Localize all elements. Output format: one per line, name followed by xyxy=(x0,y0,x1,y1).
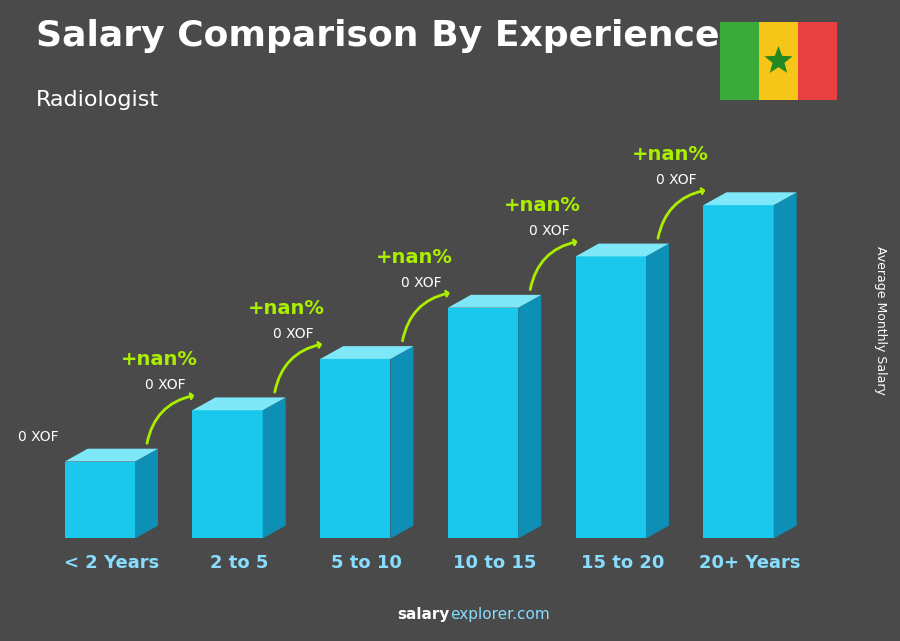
Text: +nan%: +nan% xyxy=(632,145,708,164)
Text: 20+ Years: 20+ Years xyxy=(699,554,801,572)
Text: Salary Comparison By Experience: Salary Comparison By Experience xyxy=(36,19,719,53)
Text: 0 XOF: 0 XOF xyxy=(528,224,570,238)
Text: 0 XOF: 0 XOF xyxy=(18,429,58,444)
Text: explorer.com: explorer.com xyxy=(450,607,550,622)
Polygon shape xyxy=(646,244,669,538)
FancyBboxPatch shape xyxy=(715,17,842,105)
Text: 0 XOF: 0 XOF xyxy=(401,276,442,290)
Polygon shape xyxy=(759,22,798,100)
Polygon shape xyxy=(320,346,413,359)
Polygon shape xyxy=(576,256,646,538)
Text: 5 to 10: 5 to 10 xyxy=(331,554,402,572)
Text: +nan%: +nan% xyxy=(121,350,197,369)
Polygon shape xyxy=(764,46,793,73)
Text: +nan%: +nan% xyxy=(504,196,580,215)
Polygon shape xyxy=(448,308,518,538)
Polygon shape xyxy=(518,295,541,538)
Polygon shape xyxy=(193,397,285,410)
Text: 15 to 20: 15 to 20 xyxy=(580,554,664,572)
Polygon shape xyxy=(448,295,541,308)
Text: Radiologist: Radiologist xyxy=(36,90,159,110)
Polygon shape xyxy=(576,244,669,256)
Polygon shape xyxy=(798,22,837,100)
Polygon shape xyxy=(65,462,135,538)
Polygon shape xyxy=(320,359,391,538)
Text: 2 to 5: 2 to 5 xyxy=(210,554,268,572)
Text: 0 XOF: 0 XOF xyxy=(146,378,186,392)
Text: 0 XOF: 0 XOF xyxy=(274,327,314,341)
Polygon shape xyxy=(774,192,796,538)
Polygon shape xyxy=(391,346,413,538)
Polygon shape xyxy=(135,449,158,538)
Polygon shape xyxy=(704,192,796,205)
Polygon shape xyxy=(65,449,158,462)
Text: < 2 Years: < 2 Years xyxy=(64,554,159,572)
Text: +nan%: +nan% xyxy=(376,247,453,267)
Text: 10 to 15: 10 to 15 xyxy=(453,554,536,572)
Polygon shape xyxy=(720,22,759,100)
Text: +nan%: +nan% xyxy=(248,299,325,318)
Polygon shape xyxy=(263,397,285,538)
Text: salary: salary xyxy=(398,607,450,622)
Text: Average Monthly Salary: Average Monthly Salary xyxy=(874,246,886,395)
Polygon shape xyxy=(193,410,263,538)
Polygon shape xyxy=(704,205,774,538)
Text: 0 XOF: 0 XOF xyxy=(656,173,698,187)
